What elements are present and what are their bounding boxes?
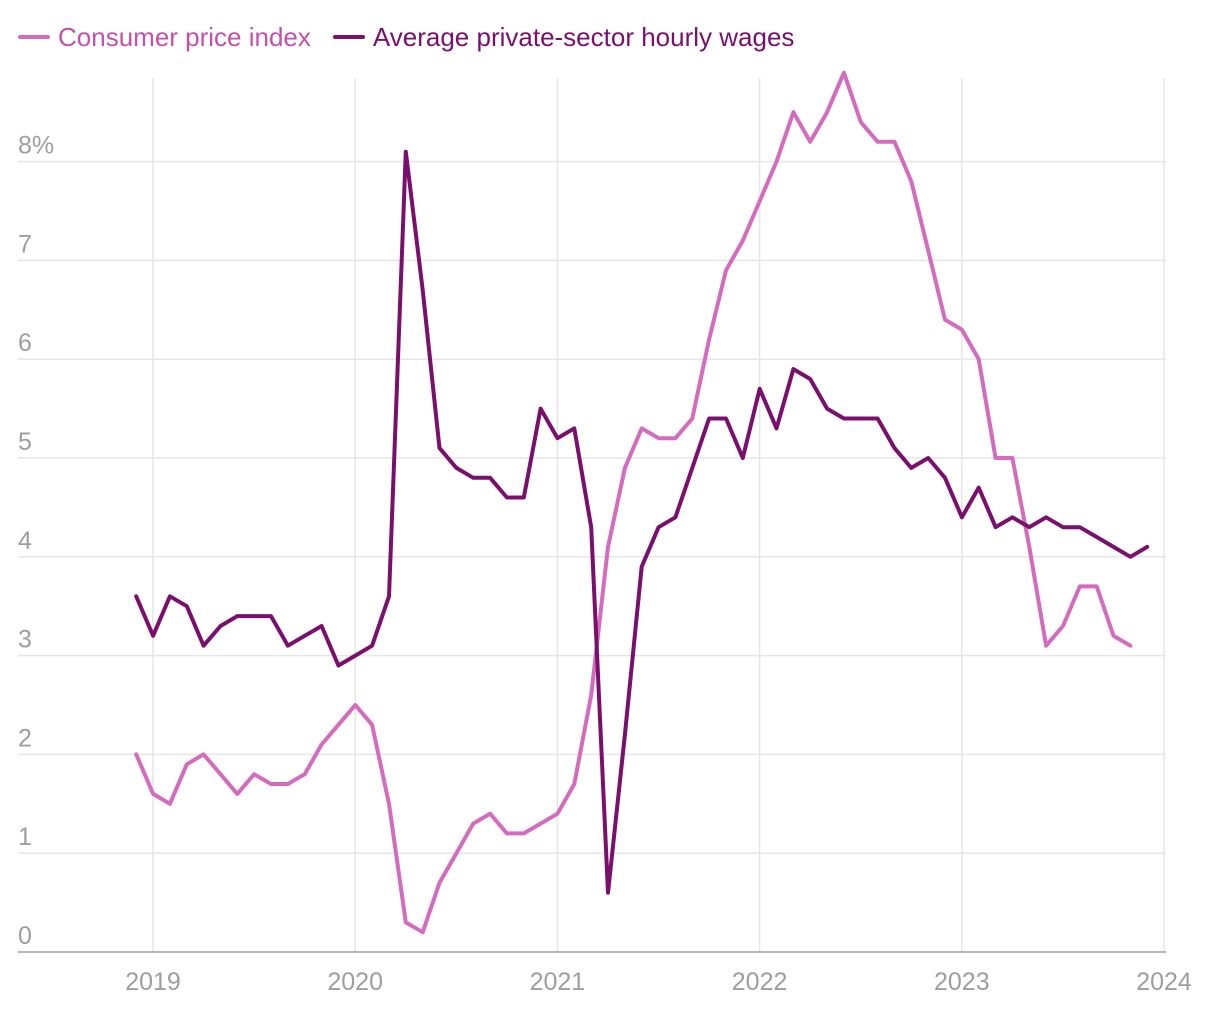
y-tick-label: 0: [18, 922, 32, 950]
y-tick-label: 6: [18, 329, 32, 357]
chart-legend: Consumer price index Average private-sec…: [18, 18, 794, 56]
y-tick-label: 4: [18, 527, 32, 555]
y-tick-label: 1: [18, 823, 32, 851]
legend-item-wages[interactable]: Average private-sector hourly wages: [332, 21, 795, 53]
x-tick-label: 2023: [934, 968, 990, 996]
x-tick-label: 2020: [327, 968, 383, 996]
x-tick-label: 2021: [530, 968, 586, 996]
x-tick-label: 2022: [732, 968, 788, 996]
series-line-cpi: [134, 70, 1133, 935]
legend-label-cpi: Consumer price index: [58, 21, 311, 52]
legend-item-cpi[interactable]: Consumer price index: [18, 22, 311, 53]
x-tick-label: 2024: [1136, 968, 1192, 996]
y-tick-label: 5: [18, 428, 32, 456]
y-tick-label: 2: [18, 724, 32, 752]
x-tick-label: 2019: [125, 968, 181, 996]
legend-swatch-cpi: [18, 35, 50, 39]
legend-label-wages: Average private-sector hourly wages: [372, 21, 795, 52]
y-tick-label: 8%: [18, 132, 54, 160]
series-line-wages: [134, 149, 1150, 895]
legend-swatch-wages: [332, 35, 365, 39]
y-tick-label: 3: [18, 626, 32, 654]
y-tick-label: 7: [18, 230, 32, 258]
